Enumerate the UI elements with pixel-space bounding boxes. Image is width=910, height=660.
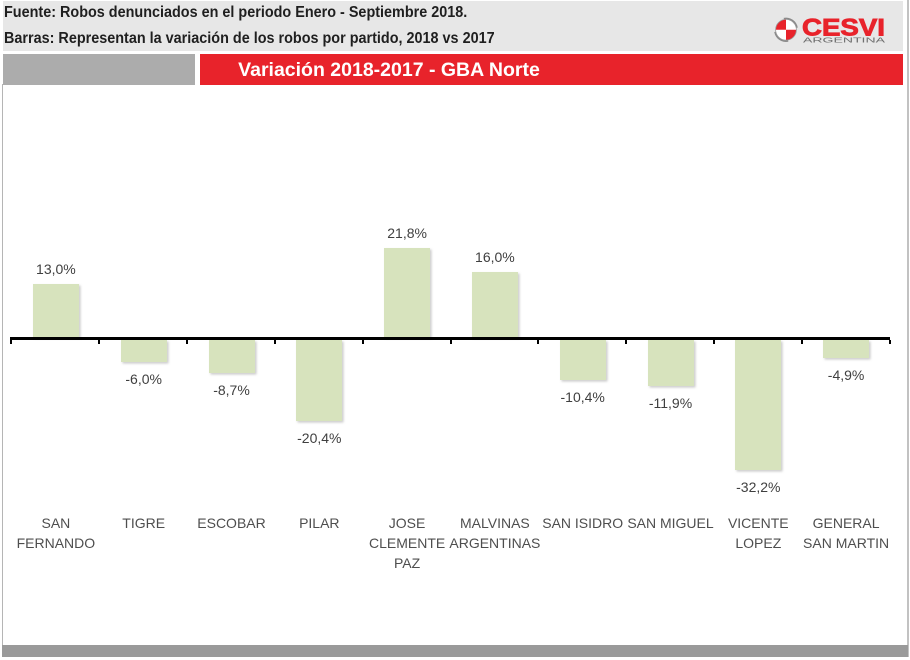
svg-text:ARGENTINA: ARGENTINA <box>803 35 887 44</box>
svg-text:CESVI: CESVI <box>802 15 885 42</box>
